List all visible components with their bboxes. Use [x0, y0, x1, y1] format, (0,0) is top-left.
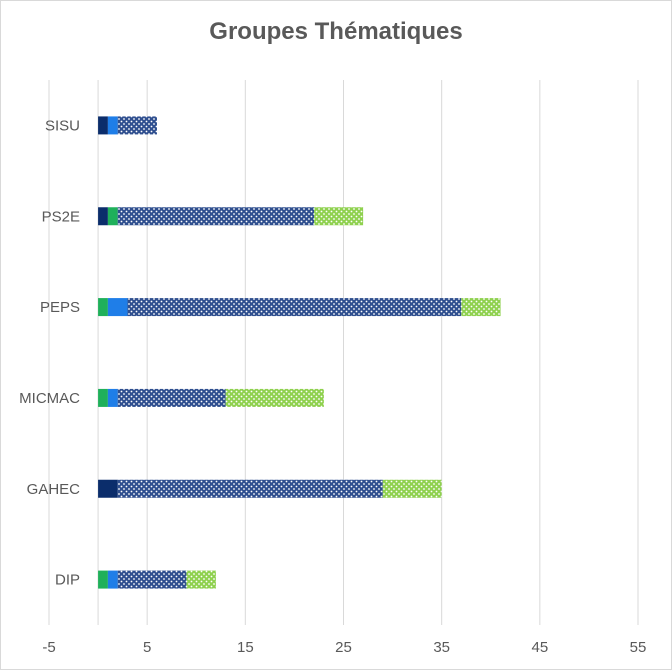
bar-segment-micmac-s2 — [98, 388, 108, 407]
bar-segment-gahec-s1 — [98, 479, 118, 498]
x-tick-label: 45 — [531, 639, 548, 656]
gridlines — [48, 80, 639, 625]
x-tick-label: 5 — [143, 639, 151, 656]
x-tick-label: 15 — [237, 639, 254, 656]
chart-title: Groupes Thématiques — [209, 18, 463, 45]
y-tick-label: DIP — [55, 572, 80, 589]
bar-segment-ps2e-s2 — [107, 207, 118, 226]
bar-segment-dip-s2 — [98, 570, 108, 589]
bar-segment-sisu-s4 — [117, 116, 157, 135]
bar-segment-gahec-s5 — [382, 479, 442, 498]
x-tick-label: 55 — [630, 639, 647, 656]
x-tick-label: 25 — [335, 639, 352, 656]
bar-segment-micmac-s3 — [107, 388, 118, 407]
x-tick-label: 35 — [433, 639, 450, 656]
bar-segment-sisu-s1 — [98, 116, 108, 135]
bar-segment-peps-s5 — [461, 298, 501, 317]
bar-segment-sisu-s3 — [107, 116, 118, 135]
bar-segment-ps2e-s1 — [98, 207, 108, 226]
axis-labels: -5 5 15 25 35 45 55 DIP GAHEC MICMAC PEPS PS2E SISU — [19, 117, 646, 656]
y-tick-label: MICMAC — [19, 390, 80, 407]
y-tick-label: PEPS — [40, 299, 80, 316]
y-tick-label: PS2E — [42, 208, 80, 225]
bars — [98, 116, 501, 589]
y-tick-label: GAHEC — [27, 481, 81, 498]
x-tick-label: -5 — [42, 639, 55, 656]
bar-segment-gahec-s4 — [117, 479, 383, 498]
bar-segment-peps-s4 — [127, 298, 462, 317]
bar-segment-dip-s4 — [117, 570, 187, 589]
bar-segment-dip-s3 — [107, 570, 118, 589]
bar-segment-peps-s3 — [107, 298, 128, 317]
y-tick-label: SISU — [45, 117, 80, 134]
bar-segment-peps-s2 — [98, 298, 108, 317]
bar-segment-dip-s5 — [186, 570, 216, 589]
bar-segment-ps2e-s5 — [314, 207, 364, 226]
bar-segment-ps2e-s4 — [117, 207, 315, 226]
bar-segment-micmac-s4 — [117, 388, 226, 407]
bar-segment-micmac-s5 — [225, 388, 324, 407]
